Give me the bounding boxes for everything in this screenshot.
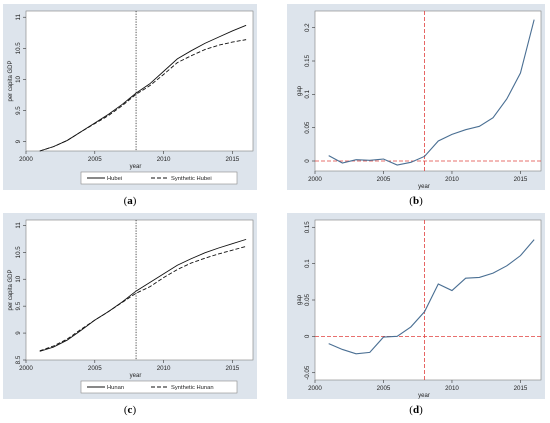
x-tick-label: 2005 <box>88 156 102 163</box>
series-line-synthetic-hunan <box>39 245 247 352</box>
y-tick-label: 9.5 <box>15 301 22 310</box>
chart-panel-a: 9 9.5 10 10.5 11 2000 2005 2010 2015 year per capi… <box>3 4 257 190</box>
x-tick-label: 2015 <box>225 156 239 163</box>
x-axis-label: year <box>130 373 142 379</box>
plot-area <box>314 219 542 381</box>
x-tick-label: 2015 <box>225 365 239 372</box>
y-tick-label: 10.5 <box>15 246 22 259</box>
x-axis-label: year <box>130 164 142 170</box>
x-tick-label: 2000 <box>19 365 33 372</box>
chart-panel-c: 8.5 9 9.5 10 10.5 11 2000 2005 2010 2015 year per c… <box>3 213 257 399</box>
x-axis-label: year <box>418 393 430 399</box>
series-line-gap <box>328 239 535 355</box>
x-tick-label: 2010 <box>157 156 171 163</box>
chart-panel-b: 0 0.05 0.1 0.15 0.2 2000 2005 2010 2015 year gap <box>287 4 545 190</box>
x-tick-label: 2000 <box>19 156 33 163</box>
x-axis-label: year <box>418 184 430 190</box>
y-tick-label: 9.5 <box>15 106 22 115</box>
plot-area <box>314 10 542 172</box>
y-tick-label: -0.05 <box>304 365 311 380</box>
y-tick-label: 0.15 <box>304 221 311 234</box>
y-axis-label: gap <box>297 294 303 305</box>
x-tick-label: 2015 <box>514 385 528 392</box>
y-tick-label: 9 <box>15 139 22 143</box>
y-tick-label: 10 <box>15 275 22 282</box>
x-tick-label: 2015 <box>514 176 528 183</box>
y-tick-label: 10 <box>15 75 22 82</box>
y-tick-label: 0.2 <box>304 23 311 32</box>
y-tick-label: 0 <box>304 159 311 163</box>
x-tick-label: 2010 <box>157 365 171 372</box>
y-tick-label: 11 <box>15 222 22 229</box>
caption-b: (b) <box>409 195 423 207</box>
x-tick-label: 2010 <box>445 176 459 183</box>
y-tick-label: 9 <box>15 331 22 335</box>
y-tick-label: 11 <box>15 13 22 20</box>
legend-label: Synthetic Hunan <box>171 385 214 391</box>
chart-panel-d: -0.05 0 0.05 0.1 0.15 2000 2005 2010 2015 year gap <box>287 213 545 399</box>
series-line-synthetic-hubei <box>39 39 247 152</box>
caption-d: (d) <box>409 404 423 416</box>
caption-c: (c) <box>123 404 137 416</box>
y-tick-label: 10.5 <box>15 42 22 55</box>
x-tick-label: 2000 <box>308 176 322 183</box>
legend-label: Hubei <box>107 176 122 182</box>
y-axis-label: gap <box>297 85 303 96</box>
plot-area <box>25 219 254 361</box>
y-tick-label: 0.05 <box>304 121 311 134</box>
x-tick-label: 2005 <box>377 176 391 183</box>
series-line-gap <box>328 19 535 166</box>
y-tick-label: 0.1 <box>304 89 311 98</box>
y-axis-label: per capita GDP <box>8 269 14 310</box>
x-tick-label: 2000 <box>308 385 322 392</box>
caption-a: (a) <box>123 195 137 207</box>
y-tick-label: 0.1 <box>304 259 311 268</box>
x-tick-label: 2010 <box>445 385 459 392</box>
legend-label: Synthetic Hubei <box>171 176 212 182</box>
y-tick-label: 0.15 <box>304 54 311 67</box>
y-tick-label: 8.5 <box>15 355 22 364</box>
legend-label: Hunan <box>107 385 124 391</box>
y-tick-label: 0 <box>304 334 311 338</box>
x-tick-label: 2005 <box>377 385 391 392</box>
series-line-hunan <box>39 238 247 352</box>
plot-area <box>25 10 254 152</box>
x-tick-label: 2005 <box>88 365 102 372</box>
y-axis-label: per capita GDP <box>8 60 14 101</box>
y-tick-label: 0.05 <box>304 293 311 306</box>
